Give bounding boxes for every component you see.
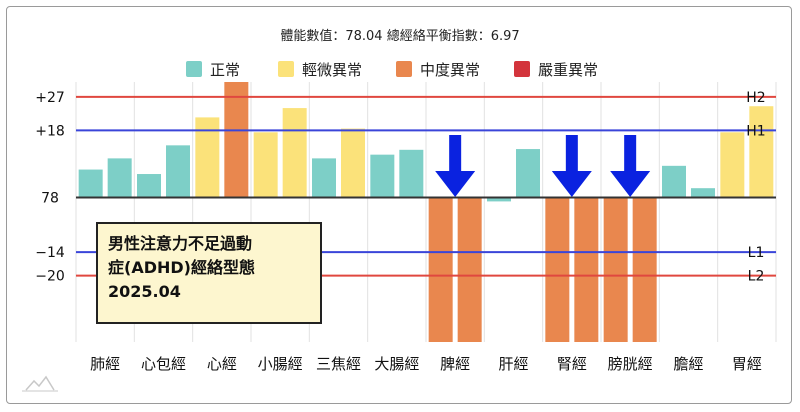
bar-3: [166, 145, 190, 198]
bar-6: [253, 132, 278, 198]
bar-21: [691, 188, 715, 198]
bar-13: [457, 197, 482, 342]
category-grid: [75, 82, 777, 342]
bar-19: [632, 197, 657, 342]
bar-0: [78, 169, 103, 198]
x-label-8: 腎經: [557, 355, 587, 373]
bar-11: [399, 149, 424, 198]
legend-label-2: 中度異常: [420, 61, 480, 79]
legend-label-0: 正常: [210, 61, 240, 79]
legend-label-3: 嚴重異常: [538, 61, 598, 79]
legend-label-1: 輕微異常: [302, 61, 362, 79]
x-axis-labels: 肺經 心包經 心經 小腸經 三焦經 大腸經 脾經 肝經 腎經 膀胱經 膽經 胃經: [90, 355, 762, 373]
bar-18: [603, 197, 628, 342]
x-label-5: 大腸經: [374, 355, 419, 373]
y-tick-0: +27: [35, 90, 65, 106]
x-label-2: 心經: [207, 355, 237, 373]
y-tick-2: 78: [41, 191, 59, 207]
x-label-4: 三焦經: [316, 355, 361, 373]
bar-22: [720, 132, 745, 198]
ref-label-h2: H2: [746, 90, 765, 106]
legend-swatch-0: [186, 61, 202, 77]
x-label-3: 小腸經: [258, 355, 303, 373]
x-label-7: 肝經: [498, 355, 528, 373]
bar-15: [516, 149, 540, 198]
bar-8: [312, 158, 336, 198]
bar-17: [574, 197, 599, 342]
legend-swatch-2: [396, 61, 412, 77]
bar-5: [224, 82, 249, 198]
y-tick-4: −20: [35, 269, 65, 285]
x-label-11: 胃經: [732, 355, 762, 373]
legend: 正常 輕微異常 中度異常 嚴重異常: [186, 61, 598, 79]
y-tick-3: −14: [35, 245, 65, 261]
legend-swatch-1: [278, 61, 294, 77]
arrow-0: [435, 135, 476, 197]
annotation-box: 男性注意力不足過動 症(ADHD)經絡型態 2025.04: [96, 222, 322, 324]
x-label-10: 膽經: [673, 355, 703, 373]
y-tick-1: +18: [35, 123, 65, 139]
ref-label-l1: L1: [748, 245, 765, 261]
legend-swatch-3: [514, 61, 530, 77]
ref-label-h1: H1: [746, 123, 765, 139]
arrow-2: [610, 135, 651, 197]
x-label-0: 肺經: [90, 355, 120, 373]
annotation-line-1: 男性注意力不足過動: [108, 234, 253, 253]
bar-2: [137, 174, 161, 198]
arrow-1: [551, 135, 592, 197]
watermark-logo: [22, 375, 58, 392]
bar-12: [428, 197, 453, 342]
bar-16: [545, 197, 570, 342]
bar-4: [195, 117, 220, 198]
bar-14: [487, 197, 511, 202]
bar-1: [107, 158, 132, 198]
x-label-6: 脾經: [440, 355, 470, 373]
bar-9: [341, 128, 365, 198]
chart-title: 體能數值：78.04 總經絡平衡指數：6.97: [280, 28, 519, 44]
x-label-1: 心包經: [141, 355, 186, 373]
annotation-line-2: 症(ADHD)經絡型態: [108, 258, 255, 277]
bar-10: [370, 154, 395, 198]
bar-7: [282, 108, 307, 198]
y-axis-ticks: +27 +18 78 −14 −20: [35, 90, 65, 285]
arrows: [435, 135, 651, 197]
ref-label-l2: L2: [748, 269, 765, 285]
x-label-9: 膀胱經: [608, 355, 653, 373]
bar-23: [749, 106, 774, 198]
bar-20: [662, 165, 686, 198]
annotation-line-3: 2025.04: [108, 282, 181, 301]
